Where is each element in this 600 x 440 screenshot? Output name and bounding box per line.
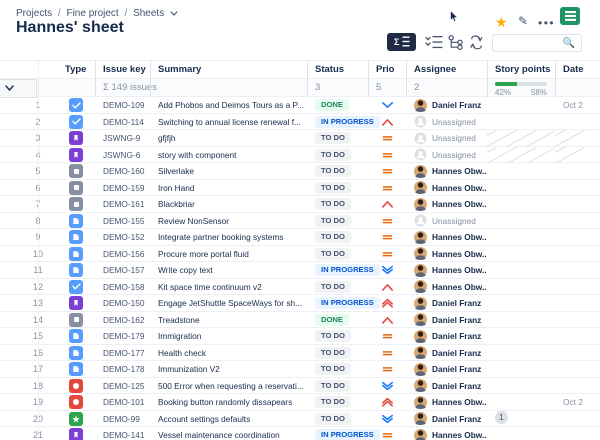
svg-text:Σ: Σ	[394, 37, 400, 47]
